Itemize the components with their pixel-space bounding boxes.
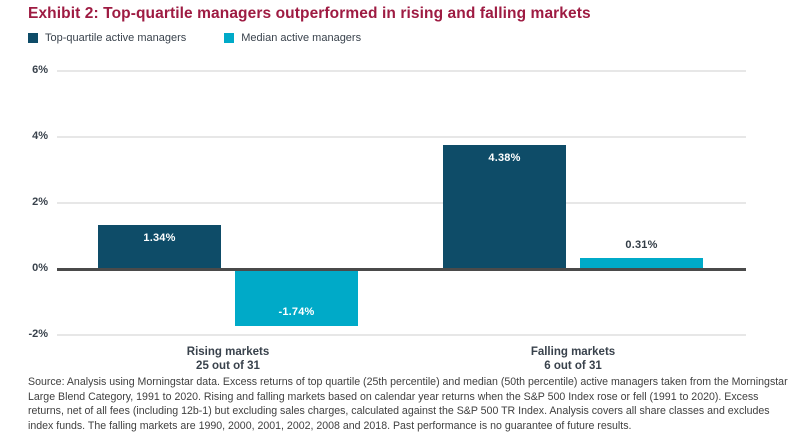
category-name: Rising markets	[186, 346, 270, 358]
legend: Top-quartile active managers Median acti…	[28, 32, 361, 44]
legend-item-median: Median active managers	[224, 32, 361, 44]
bar-median-active-managers-rising-markets	[235, 269, 358, 326]
bar-value-label-4-38: 4.38%	[488, 152, 521, 164]
gridline-4%	[57, 136, 746, 138]
gridline-6%	[57, 70, 746, 72]
legend-swatch-median-icon	[224, 33, 235, 43]
bar-value-label-1-74: -1.74%	[278, 306, 315, 318]
legend-item-top-quartile: Top-quartile active managers	[28, 32, 186, 44]
legend-swatch-top-quartile-icon	[28, 33, 38, 43]
x-axis-zero-line	[57, 268, 746, 271]
gridline--2%	[57, 334, 746, 336]
gridline-2%	[57, 202, 746, 204]
category-name: Falling markets	[530, 346, 616, 358]
bar-value-label-1-34: 1.34%	[143, 232, 176, 244]
legend-label-top-quartile: Top-quartile active managers	[45, 32, 187, 44]
legend-label-median: Median active managers	[241, 32, 362, 44]
category-label-falling-markets: Falling markets 6 out of 31	[483, 346, 663, 373]
bar-top-quartile-active-managers-falling-markets	[443, 145, 566, 269]
category-count: 25 out of 31	[196, 359, 260, 372]
bar-value-label-0-31: 0.31%	[625, 239, 658, 251]
category-count: 6 out of 31	[544, 359, 602, 372]
bar-median-active-managers-falling-markets	[580, 258, 703, 269]
y-tick--2%: -2%	[28, 328, 48, 340]
y-tick-0%: 0%	[32, 262, 48, 274]
category-label-rising-markets: Rising markets 25 out of 31	[138, 346, 318, 373]
y-tick-4%: 4%	[32, 130, 48, 142]
source-note: Source: Analysis using Morningstar data.…	[28, 376, 788, 432]
bar-top-quartile-active-managers-rising-markets	[98, 225, 221, 269]
y-tick-2%: 2%	[32, 196, 48, 208]
chart-title: Exhibit 2: Top-quartile managers outperf…	[28, 5, 591, 22]
y-tick-6%: 6%	[32, 64, 48, 76]
